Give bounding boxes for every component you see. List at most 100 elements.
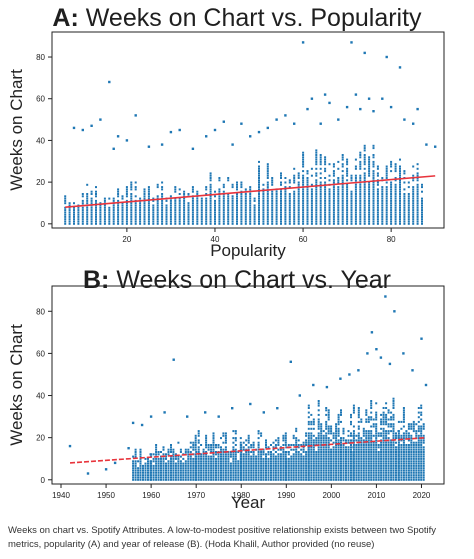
data-point — [266, 220, 269, 223]
data-point — [218, 202, 221, 205]
data-point — [86, 220, 89, 223]
data-point — [162, 469, 165, 472]
data-point — [142, 478, 144, 481]
data-point — [134, 471, 137, 474]
data-point — [390, 186, 393, 189]
data-point — [182, 469, 185, 472]
data-point — [232, 462, 235, 465]
data-point — [395, 437, 397, 440]
data-point — [177, 474, 180, 477]
data-point — [143, 209, 146, 212]
data-point — [86, 215, 89, 218]
data-point — [267, 457, 270, 460]
data-point — [197, 478, 200, 481]
data-point — [345, 451, 347, 453]
data-point — [150, 460, 153, 463]
data-point — [346, 206, 349, 209]
data-point — [255, 478, 258, 481]
data-point — [359, 177, 362, 179]
data-point — [217, 462, 220, 465]
data-point — [231, 202, 234, 205]
data-point — [205, 193, 208, 195]
data-point — [272, 448, 275, 451]
data-point — [417, 420, 420, 423]
data-point — [330, 467, 333, 470]
data-point — [252, 451, 255, 453]
data-point — [368, 211, 371, 214]
data-point — [262, 199, 265, 202]
data-point — [280, 215, 282, 218]
data-point — [350, 222, 353, 225]
data-point — [222, 451, 225, 453]
data-point — [227, 457, 230, 460]
data-point — [350, 432, 352, 435]
data-point — [255, 476, 258, 479]
data-point — [390, 423, 393, 426]
data-point — [242, 448, 245, 451]
data-point — [310, 190, 313, 193]
data-point — [370, 460, 373, 463]
data-point — [322, 464, 325, 467]
data-point — [229, 453, 232, 456]
data-point — [417, 430, 420, 433]
data-point — [319, 211, 322, 214]
data-point — [274, 476, 277, 479]
data-point — [319, 158, 322, 161]
data-point — [315, 174, 318, 177]
data-point — [196, 222, 199, 225]
data-point — [205, 222, 208, 225]
data-point — [282, 462, 285, 465]
data-point — [137, 471, 140, 474]
data-point — [360, 469, 363, 472]
data-point — [405, 478, 408, 481]
data-point — [191, 213, 194, 216]
data-point — [167, 464, 170, 467]
data-point — [170, 464, 172, 467]
data-point — [312, 423, 315, 426]
data-point — [327, 430, 330, 433]
data-point — [209, 186, 212, 189]
data-point — [113, 461, 117, 465]
data-point — [312, 441, 315, 444]
data-point — [302, 474, 305, 477]
data-point — [357, 462, 360, 465]
data-point — [297, 183, 300, 186]
data-point — [227, 209, 230, 212]
data-point — [390, 460, 393, 463]
data-point — [222, 218, 225, 221]
data-point — [347, 453, 350, 456]
data-point — [372, 464, 375, 467]
data-point — [420, 467, 423, 470]
data-point — [332, 434, 335, 437]
data-point — [412, 190, 415, 193]
data-point — [352, 430, 355, 433]
data-point — [412, 174, 415, 177]
data-point — [360, 471, 363, 474]
data-point — [310, 193, 313, 195]
data-point — [288, 215, 291, 218]
data-point — [337, 478, 340, 481]
data-point — [95, 190, 97, 193]
data-point — [99, 202, 102, 205]
data-point — [362, 434, 365, 437]
data-point — [209, 199, 212, 202]
data-point — [394, 213, 397, 216]
data-point — [302, 197, 305, 200]
data-point — [258, 213, 260, 216]
data-point — [367, 418, 370, 421]
figure-caption: Weeks on chart vs. Spotify Attributes. A… — [8, 525, 437, 550]
data-point — [350, 195, 353, 198]
data-point — [280, 183, 282, 186]
data-point — [170, 467, 172, 470]
data-point — [350, 434, 352, 437]
data-point — [196, 215, 199, 218]
data-point — [310, 209, 313, 212]
data-point — [275, 202, 278, 205]
data-point — [395, 441, 397, 444]
data-point — [400, 444, 403, 446]
data-point — [73, 220, 75, 223]
data-point — [341, 206, 344, 209]
data-point — [147, 209, 150, 212]
data-point — [375, 444, 378, 446]
data-point — [370, 439, 373, 442]
